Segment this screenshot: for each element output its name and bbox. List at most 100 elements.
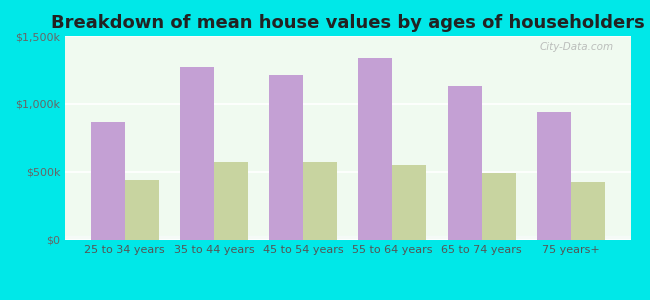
Bar	[65, 238, 630, 240]
Bar	[65, 237, 630, 239]
Bar	[65, 236, 630, 238]
Bar	[537, 112, 571, 240]
Bar	[65, 236, 630, 238]
Bar	[65, 236, 630, 238]
Bar	[65, 236, 630, 238]
Bar	[65, 238, 630, 240]
Bar	[65, 236, 630, 238]
Bar	[65, 238, 630, 240]
Bar	[65, 237, 630, 239]
Bar	[65, 238, 630, 240]
Bar	[65, 238, 630, 240]
Bar	[65, 237, 630, 239]
Bar	[65, 236, 630, 238]
Bar	[65, 237, 630, 239]
Bar	[65, 237, 630, 239]
Bar	[65, 237, 630, 239]
Bar	[65, 238, 630, 240]
Bar	[65, 237, 630, 239]
Bar	[65, 236, 630, 238]
Bar	[65, 238, 630, 240]
Bar	[65, 237, 630, 239]
Bar	[65, 237, 630, 239]
Bar	[65, 237, 630, 239]
Bar	[65, 237, 630, 239]
Bar	[448, 86, 482, 240]
Bar	[65, 238, 630, 240]
Bar	[65, 236, 630, 238]
Bar	[65, 236, 630, 238]
Bar	[65, 237, 630, 239]
Bar	[65, 237, 630, 239]
Bar	[65, 237, 630, 239]
Bar	[65, 236, 630, 238]
Bar	[65, 237, 630, 239]
Bar	[65, 238, 630, 240]
Bar	[65, 237, 630, 239]
Bar	[65, 237, 630, 239]
Bar	[65, 238, 630, 240]
Bar	[65, 237, 630, 239]
Bar	[65, 237, 630, 239]
Bar	[571, 182, 605, 240]
Bar	[65, 236, 630, 238]
Bar	[65, 238, 630, 240]
Title: Breakdown of mean house values by ages of householders: Breakdown of mean house values by ages o…	[51, 14, 645, 32]
Bar	[65, 237, 630, 239]
Bar	[65, 236, 630, 238]
Bar	[65, 238, 630, 240]
Bar	[269, 75, 303, 240]
Bar	[358, 58, 393, 240]
Bar	[65, 238, 630, 240]
Bar	[65, 236, 630, 238]
Bar	[65, 236, 630, 238]
Bar	[65, 236, 630, 238]
Bar	[65, 237, 630, 239]
Bar	[393, 165, 426, 240]
Bar	[65, 236, 630, 238]
Bar	[65, 236, 630, 238]
Bar	[65, 237, 630, 239]
Bar	[65, 238, 630, 240]
Bar	[65, 238, 630, 240]
Bar	[91, 122, 125, 240]
Bar	[214, 163, 248, 240]
Bar	[65, 237, 630, 239]
Bar	[65, 237, 630, 239]
Bar	[65, 236, 630, 238]
Bar	[65, 237, 630, 239]
Bar	[65, 237, 630, 239]
Bar	[65, 236, 630, 238]
Bar	[65, 237, 630, 239]
Bar	[125, 180, 159, 240]
Bar	[65, 237, 630, 239]
Bar	[65, 237, 630, 239]
Bar	[65, 238, 630, 240]
Bar	[65, 237, 630, 239]
Bar	[65, 237, 630, 239]
Bar	[65, 236, 630, 238]
Bar	[65, 238, 630, 240]
Bar	[65, 237, 630, 239]
Bar	[65, 237, 630, 239]
Text: City-Data.com: City-Data.com	[540, 42, 614, 52]
Bar	[65, 238, 630, 240]
Bar	[65, 236, 630, 238]
Bar	[65, 237, 630, 239]
Bar	[65, 236, 630, 238]
Bar	[65, 237, 630, 239]
Bar	[180, 67, 214, 240]
Bar	[482, 173, 515, 240]
Bar	[65, 237, 630, 239]
Bar	[65, 238, 630, 240]
Bar	[65, 238, 630, 239]
Bar	[65, 237, 630, 239]
Bar	[303, 163, 337, 240]
Bar	[65, 237, 630, 239]
Bar	[65, 236, 630, 238]
Bar	[65, 236, 630, 238]
Bar	[65, 237, 630, 239]
Bar	[65, 238, 630, 240]
Bar	[65, 237, 630, 239]
Bar	[65, 236, 630, 238]
